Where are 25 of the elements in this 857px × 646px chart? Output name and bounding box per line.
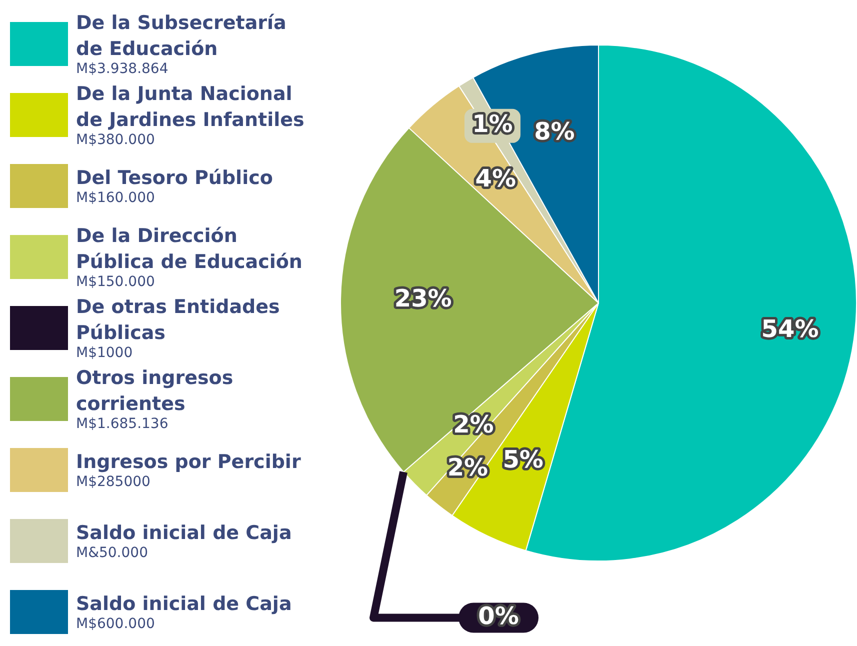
data-label: 8% <box>534 117 575 146</box>
legend-label: De la Subsecretaría de Educación <box>76 11 288 62</box>
legend-label: Otros ingresos corrientes <box>76 366 234 417</box>
data-label: 54% <box>761 314 819 343</box>
text: M$600.000 <box>76 616 156 632</box>
legend-label: Saldo inicial de Caja <box>76 592 292 617</box>
legend-label: Ingresos por Percibir <box>76 450 301 475</box>
legend-label: Del Tesoro Público <box>76 166 273 191</box>
text: M$380.000 <box>76 132 156 148</box>
legend-label: De la Dirección Pública de Educación <box>76 224 304 275</box>
text: 0% <box>478 602 519 630</box>
text: M$285000 <box>76 474 152 490</box>
data-label: 5% <box>502 446 544 474</box>
legend-label: Saldo inicial de Caja <box>76 521 292 546</box>
text: M$1.685.136 <box>76 416 170 432</box>
text: M$160.000 <box>76 190 156 206</box>
data-label: 23% <box>394 284 452 312</box>
data-label: 4% <box>475 164 516 193</box>
text: M$3.938.864 <box>76 61 170 77</box>
legend-label: De otras Entidades Públicas <box>76 295 281 346</box>
text: M$150.000 <box>76 274 156 290</box>
text: M$1000 <box>76 345 134 361</box>
data-label: 1% <box>472 110 513 138</box>
text: M&50.000 <box>76 545 149 561</box>
legend-label: De la Junta Nacional de Jardines Infantiles <box>76 82 306 133</box>
